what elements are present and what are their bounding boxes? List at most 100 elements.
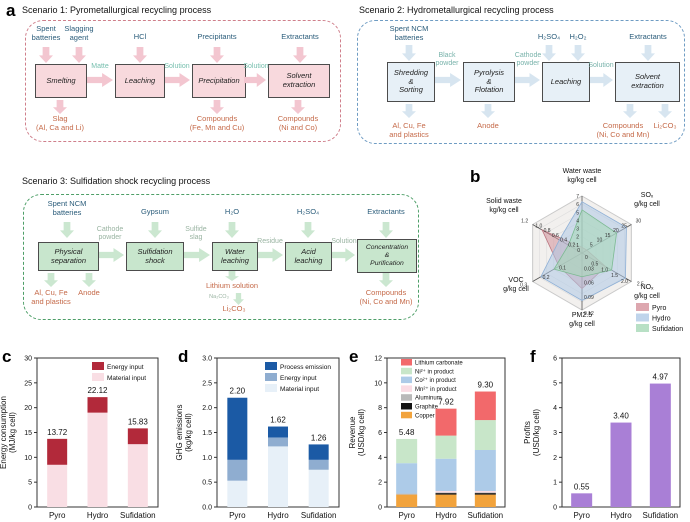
legend-swatch xyxy=(636,324,649,332)
flow-label: Solution xyxy=(588,62,614,69)
svg-text:0.2: 0.2 xyxy=(568,242,575,248)
svg-text:4: 4 xyxy=(378,455,382,462)
bar-segment xyxy=(396,493,418,495)
legend-label: Material input xyxy=(107,375,146,382)
x-tick-label: Pyro xyxy=(49,511,66,520)
output-label: Compounds (Ni, Co and Mn) xyxy=(359,288,413,306)
svg-text:2.0: 2.0 xyxy=(621,279,628,285)
bar-Pyro xyxy=(571,493,593,507)
process-box: Water leaching xyxy=(212,242,258,271)
legend-swatch xyxy=(401,411,412,419)
flow-label: Solution xyxy=(243,63,269,70)
y-axis-title: GHG emissions xyxy=(175,404,184,460)
output-label: Al, Cu, Fe and plastics xyxy=(389,121,429,139)
legend-swatch xyxy=(636,313,649,322)
x-tick-label: Hydro xyxy=(610,511,632,520)
energy-consumption-chart: 0 5 10 15 20 25 30 Energy consumption (MJ/kg cel… xyxy=(0,356,159,520)
x-tick-label: Pyro xyxy=(229,511,246,520)
bar-segment xyxy=(47,464,68,507)
scenario-frame xyxy=(357,20,685,144)
process-box: Smelting xyxy=(35,64,87,98)
svg-text:0.12: 0.12 xyxy=(584,311,594,317)
scenario-3-title: Scenario 3: Sulfidation shock recycling … xyxy=(22,176,211,186)
radar-axis-label: Solid waste xyxy=(486,198,522,205)
y-axis-title: Profits xyxy=(523,421,532,444)
reagent-label: Na₂CO₃ xyxy=(209,294,229,300)
input-label: Gypsum xyxy=(141,207,169,216)
radar-series-Sufidation xyxy=(553,209,617,278)
bar-segment xyxy=(474,420,496,451)
output-label: Lithium solution xyxy=(205,281,259,290)
bar-segment xyxy=(474,391,496,421)
bar-segment xyxy=(396,438,418,464)
svg-text:1.2: 1.2 xyxy=(521,219,528,225)
legend-swatch xyxy=(401,403,412,410)
bar-segment xyxy=(474,492,496,494)
bar-Pyro xyxy=(227,397,248,507)
output-label: Slag (Al, Ca and Li) xyxy=(36,114,84,132)
svg-text:0: 0 xyxy=(553,505,557,512)
bar-segment xyxy=(474,493,496,495)
flow-label: Black powder xyxy=(435,52,459,68)
svg-text:2.5: 2.5 xyxy=(637,282,644,288)
legend-swatch xyxy=(401,359,412,366)
panel-letter-f: f xyxy=(530,347,536,366)
bar-segment xyxy=(610,422,632,507)
radar-axis-label: kg/kg cell xyxy=(489,207,519,214)
process-box: Concentration & Purification xyxy=(357,239,417,273)
input-label: HCl xyxy=(133,32,147,41)
svg-text:0.6: 0.6 xyxy=(552,233,559,239)
legend-label: Copper xyxy=(415,413,435,419)
radar-axis-label: kg/kg cell xyxy=(567,177,597,184)
bar-segment xyxy=(435,494,457,507)
revenue-chart: 0 2 4 6 8 10 12 Revenue (USD/kg cell) 5.48 Pyro 7.9… xyxy=(348,356,506,520)
svg-text:0.03: 0.03 xyxy=(584,266,594,272)
svg-text:0.4: 0.4 xyxy=(560,238,567,244)
legend-swatch xyxy=(92,362,104,370)
bar-Hydro xyxy=(87,397,108,507)
bar-segment xyxy=(435,493,457,495)
y-axis-title: (kg/kg cell) xyxy=(184,413,193,452)
bar-segment xyxy=(474,450,496,491)
legend-label: Material input xyxy=(280,386,319,393)
input-label: H₂SO₄ xyxy=(296,207,320,216)
legend-label: Co²⁺ in product xyxy=(415,377,456,384)
output-label: Al, Cu, Fe and plastics xyxy=(31,288,71,306)
y-axis-title: Revenue xyxy=(348,416,357,449)
radar-axis-label: g/kg cell xyxy=(634,293,660,300)
panel-letter-b: b xyxy=(470,167,481,186)
output-label: Li₂CO₃ xyxy=(653,121,677,130)
svg-text:5: 5 xyxy=(590,242,593,248)
svg-text:1: 1 xyxy=(576,243,579,249)
legend-swatch xyxy=(636,303,649,311)
flow-label: Solution xyxy=(164,63,190,70)
x-tick-label: Hydro xyxy=(267,511,289,520)
value-label: 9.30 xyxy=(478,381,494,390)
svg-text:2: 2 xyxy=(378,480,382,487)
legend-swatch xyxy=(265,384,277,392)
svg-text:0.3: 0.3 xyxy=(520,283,527,289)
radar-axis-label: PM2.5 xyxy=(572,312,592,319)
legend-swatch xyxy=(92,373,104,381)
svg-text:0.5: 0.5 xyxy=(202,480,212,487)
input-label: Precipitants xyxy=(197,32,237,41)
revenue-panel: e 0 2 4 6 8 10 12 Revenue (USD/kg cell) 5.48 Pyro 7… xyxy=(345,345,520,522)
svg-text:30: 30 xyxy=(636,219,642,225)
legend-label: Hydro xyxy=(652,316,671,323)
svg-text:2: 2 xyxy=(576,235,579,241)
input-label: Spent batteries xyxy=(31,24,61,42)
output-label: Anode xyxy=(477,121,499,130)
legend-label: Energy input xyxy=(280,375,317,382)
value-label: 1.62 xyxy=(270,416,286,425)
svg-text:5: 5 xyxy=(553,380,557,387)
bar-segment xyxy=(47,438,68,465)
value-label: 2.20 xyxy=(230,387,246,396)
legend-label: Mn²⁺ in product xyxy=(415,386,457,393)
legend-label: Sufidation xyxy=(652,326,683,333)
panel-letter-a: a xyxy=(6,1,16,20)
x-tick-label: Sufidation xyxy=(468,511,504,520)
process-box: Leaching xyxy=(542,62,590,102)
scenario-1-flowchart: Scenario 1: Pyrometallurgical recycling … xyxy=(0,0,345,172)
bar-Sufidation xyxy=(127,428,148,507)
svg-text:0: 0 xyxy=(577,248,580,254)
